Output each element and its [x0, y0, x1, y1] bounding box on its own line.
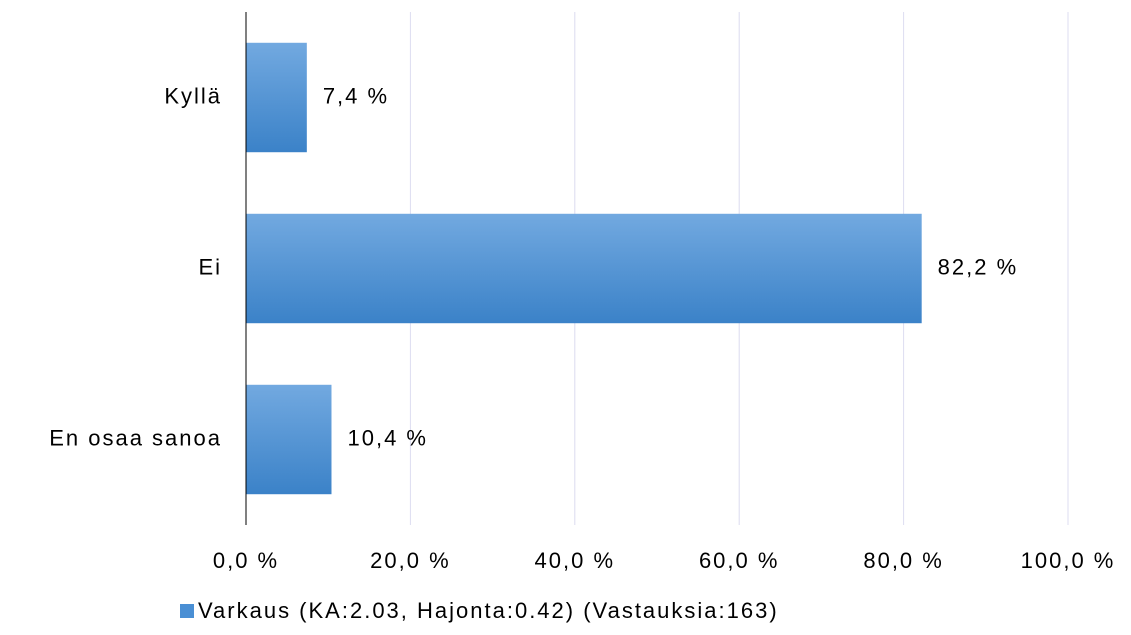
- x-tick-label: 0,0 %: [213, 548, 279, 573]
- legend-label: Varkaus (KA:2.03, Hajonta:0.42) (Vastauk…: [198, 598, 779, 623]
- legend-swatch: [180, 604, 194, 618]
- x-tick-label: 40,0 %: [535, 548, 616, 573]
- x-tick-label: 80,0 %: [863, 548, 944, 573]
- y-tick-label: En osaa sanoa: [49, 425, 222, 450]
- x-tick-label: 20,0 %: [370, 548, 451, 573]
- bar: [246, 42, 307, 153]
- data-label: 82,2 %: [938, 254, 1019, 279]
- bar: [246, 213, 922, 324]
- data-label: 7,4 %: [323, 83, 389, 108]
- y-tick-label: Ei: [198, 254, 222, 279]
- data-label: 10,4 %: [347, 425, 428, 450]
- x-tick-label: 60,0 %: [699, 548, 780, 573]
- marks: [246, 42, 922, 495]
- y-tick-label: Kyllä: [164, 83, 222, 108]
- bar: [246, 384, 332, 495]
- x-tick-label: 100,0 %: [1021, 548, 1116, 573]
